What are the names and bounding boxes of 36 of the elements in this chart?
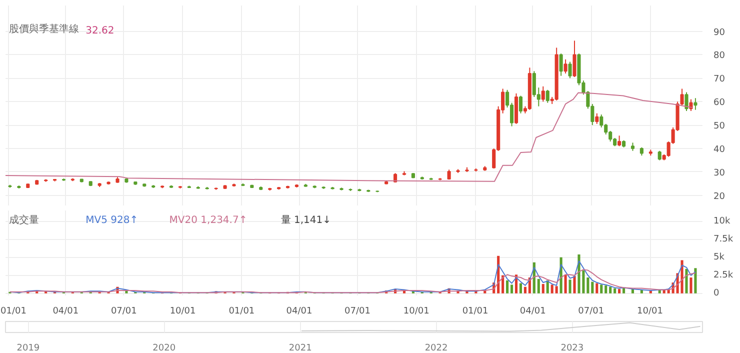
x-tick-label: 07/01 (110, 306, 137, 316)
y-tick-label: 10k (714, 216, 731, 226)
x-tick-label: 04/01 (52, 306, 79, 316)
x-tick-label: 04/01 (520, 306, 546, 316)
y-tick-label: 5k (714, 252, 726, 262)
text: 股價與季基準線 (8, 23, 79, 35)
y-tick-label: 7.5k (714, 234, 734, 244)
x-tick-label: 07/01 (578, 306, 604, 316)
y-tick-label: 20 (714, 192, 726, 202)
x-tick-label: 04/01 (286, 306, 312, 316)
annotation: 32.62 (86, 26, 114, 36)
x-tick-label: 2021 (288, 344, 312, 353)
y-tick-label: 30 (714, 168, 726, 178)
x-tick-label: 10/01 (170, 306, 196, 316)
annotation: 量 1,141↓ (280, 215, 332, 226)
y-tick-label: 60 (714, 98, 726, 108)
text: MV20 1,234.7↑ (169, 215, 248, 226)
x-tick-label: 2019 (16, 344, 40, 353)
text: MV5 928↑ (86, 215, 138, 226)
x-tick-label: 10/01 (637, 306, 663, 316)
y-tick-label: 2.5k (714, 270, 734, 280)
x-tick-label: 2020 (152, 344, 176, 353)
y-tick-label: 70 (714, 74, 726, 85)
x-tick-label: 01/01 (0, 306, 26, 316)
y-tick-label: 50 (714, 122, 726, 132)
y-tick-label: 90 (714, 28, 726, 38)
x-tick-label: 01/01 (462, 306, 488, 316)
y-tick-label: 80 (714, 51, 726, 62)
y-tick-label: 40 (714, 145, 726, 156)
x-tick-label: 07/01 (344, 306, 370, 316)
y-tick-label: 0 (714, 288, 720, 298)
chart-title: 成交量 (8, 214, 39, 226)
x-tick-label: 10/01 (403, 306, 430, 316)
x-tick-label: 2022 (424, 344, 448, 353)
x-tick-label: 2023 (560, 344, 584, 353)
x-tick-label: 01/01 (228, 306, 255, 316)
